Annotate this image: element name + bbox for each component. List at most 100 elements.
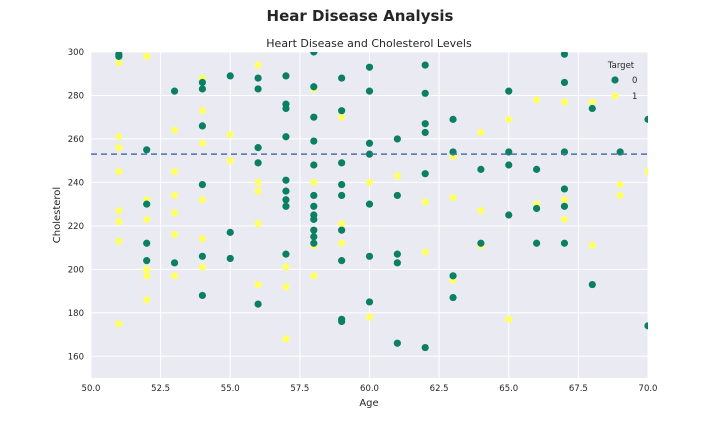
data-point-target-1 bbox=[115, 133, 123, 141]
data-point-target-0 bbox=[254, 159, 262, 167]
data-point-target-0 bbox=[505, 161, 513, 169]
legend-title: Target bbox=[607, 61, 635, 71]
y-tick-label: 180 bbox=[68, 309, 84, 319]
data-point-target-1 bbox=[170, 209, 179, 217]
data-point-target-1 bbox=[254, 187, 262, 195]
data-point-target-0 bbox=[644, 115, 648, 123]
data-point-target-0 bbox=[505, 87, 513, 95]
y-tick-label: 260 bbox=[68, 135, 84, 145]
data-point-target-0 bbox=[226, 72, 234, 80]
data-point-target-0 bbox=[365, 150, 374, 158]
data-point-target-1 bbox=[477, 128, 485, 137]
data-point-target-0 bbox=[393, 135, 401, 143]
data-point-target-1 bbox=[143, 296, 151, 304]
data-point-target-0 bbox=[282, 250, 290, 258]
data-point-target-1 bbox=[338, 113, 346, 121]
data-point-target-0 bbox=[560, 239, 569, 247]
data-point-target-0 bbox=[310, 191, 318, 200]
data-point-target-1 bbox=[505, 315, 513, 323]
data-point-target-0 bbox=[421, 120, 429, 128]
data-point-target-1 bbox=[170, 191, 179, 200]
data-point-target-0 bbox=[254, 300, 262, 308]
data-point-target-0 bbox=[393, 339, 401, 347]
data-point-target-0 bbox=[310, 202, 318, 210]
data-point-target-0 bbox=[282, 133, 290, 141]
data-point-target-1 bbox=[143, 265, 151, 273]
data-point-target-0 bbox=[143, 257, 151, 265]
data-point-target-1 bbox=[588, 98, 596, 106]
data-point-target-0 bbox=[143, 200, 151, 208]
data-point-target-0 bbox=[533, 165, 541, 173]
data-point-target-0 bbox=[449, 293, 457, 302]
data-point-target-0 bbox=[644, 322, 648, 330]
data-point-target-1 bbox=[115, 144, 123, 152]
data-point-target-0 bbox=[198, 180, 206, 189]
data-point-target-1 bbox=[560, 215, 569, 223]
data-point-target-0 bbox=[338, 107, 346, 115]
data-point-target-0 bbox=[477, 165, 485, 173]
y-axis-label: Cholesterol bbox=[52, 187, 63, 243]
data-point-target-0 bbox=[533, 204, 541, 213]
data-point-target-0 bbox=[338, 159, 346, 167]
legend-marker-target-0 bbox=[611, 76, 619, 84]
data-point-target-0 bbox=[282, 202, 290, 210]
data-point-target-1 bbox=[421, 248, 429, 256]
data-point-target-0 bbox=[338, 74, 346, 82]
data-point-target-0 bbox=[421, 128, 429, 137]
data-point-target-1 bbox=[170, 167, 179, 176]
data-point-target-1 bbox=[170, 272, 179, 280]
data-point-target-0 bbox=[310, 233, 318, 241]
legend: Target 0 1 bbox=[607, 61, 638, 102]
legend-marker-target-1 bbox=[611, 92, 619, 100]
data-point-target-0 bbox=[421, 343, 429, 352]
data-point-target-0 bbox=[198, 122, 206, 130]
data-point-target-0 bbox=[282, 176, 290, 184]
data-point-target-1 bbox=[616, 180, 624, 189]
data-point-target-1 bbox=[170, 126, 179, 134]
data-point-target-1 bbox=[588, 241, 596, 250]
data-point-target-0 bbox=[282, 104, 290, 113]
data-point-target-0 bbox=[365, 252, 374, 260]
data-point-target-0 bbox=[338, 226, 346, 234]
data-point-target-0 bbox=[310, 215, 318, 223]
data-point-target-0 bbox=[310, 226, 318, 234]
data-point-target-1 bbox=[365, 313, 374, 321]
data-point-target-0 bbox=[143, 146, 151, 154]
data-point-target-0 bbox=[560, 202, 569, 210]
data-point-target-0 bbox=[254, 85, 262, 93]
figure-suptitle: Hear Disease Analysis bbox=[267, 7, 454, 25]
data-point-target-1 bbox=[254, 178, 262, 186]
data-point-target-0 bbox=[198, 78, 206, 87]
data-point-target-1 bbox=[421, 198, 429, 206]
data-point-target-0 bbox=[338, 191, 346, 200]
data-point-target-0 bbox=[338, 180, 346, 189]
data-point-target-0 bbox=[282, 187, 290, 195]
data-point-target-1 bbox=[505, 115, 513, 123]
data-point-target-0 bbox=[365, 200, 374, 208]
data-point-target-1 bbox=[616, 191, 624, 200]
data-point-target-0 bbox=[310, 52, 318, 56]
x-tick-label: 70.0 bbox=[639, 384, 658, 394]
data-point-target-1 bbox=[477, 207, 485, 215]
data-point-target-1 bbox=[282, 283, 290, 291]
data-point-target-0 bbox=[365, 87, 374, 95]
x-axis-label: Age bbox=[359, 398, 378, 409]
x-tick-label: 67.5 bbox=[569, 384, 588, 394]
y-tick-label: 300 bbox=[68, 48, 84, 58]
x-tick-labels: 50.0 52.5 55.0 57.5 60.0 62.5 65.0 67.5 70.0 bbox=[82, 384, 658, 394]
x-tick-label: 62.5 bbox=[430, 384, 449, 394]
data-point-target-1 bbox=[115, 167, 123, 176]
data-point-target-1 bbox=[393, 172, 401, 180]
data-point-target-0 bbox=[421, 89, 429, 97]
data-point-target-0 bbox=[477, 239, 485, 247]
data-point-target-0 bbox=[143, 239, 151, 247]
data-point-target-1 bbox=[115, 237, 123, 245]
data-point-target-0 bbox=[449, 272, 457, 280]
data-point-target-0 bbox=[170, 259, 179, 267]
data-point-target-0 bbox=[560, 52, 569, 58]
data-point-target-0 bbox=[588, 104, 596, 113]
data-point-target-1 bbox=[170, 230, 179, 239]
data-point-target-1 bbox=[143, 272, 151, 280]
x-tick-label: 57.5 bbox=[290, 384, 309, 394]
